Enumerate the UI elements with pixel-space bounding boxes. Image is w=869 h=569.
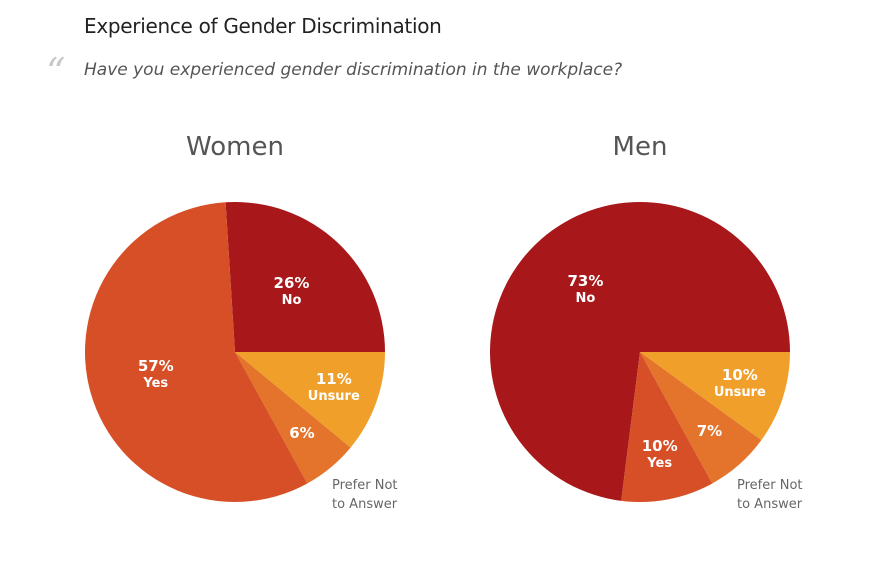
pie-title: Men <box>612 132 668 162</box>
pie-title: Women <box>186 132 284 162</box>
slice-label: 73% No <box>567 272 603 308</box>
category-label: Yes <box>143 376 169 392</box>
slice-label: 57% Yes <box>138 357 174 393</box>
quote-mark: “ <box>46 50 66 94</box>
category-label: No <box>575 291 596 307</box>
slice-label: 10% Unsure <box>714 366 766 402</box>
question: Have you experienced gender discriminati… <box>84 60 623 80</box>
value-label: 7% <box>696 421 723 440</box>
value-label: 11% <box>315 369 352 388</box>
page-title: Experience of Gender Discrimination <box>84 14 442 38</box>
value-label: 57% <box>137 357 174 376</box>
category-label: Prefer Not to Answer <box>737 478 803 512</box>
value-label: 73% <box>567 272 604 291</box>
category-label: Unsure <box>307 388 360 404</box>
pie-slice <box>235 352 385 448</box>
value-label: 10% <box>721 366 758 385</box>
pie-slice <box>235 352 351 484</box>
slice-label: 7% <box>697 422 722 440</box>
pie-slice <box>490 202 791 501</box>
pie-slice <box>640 352 762 484</box>
value-label: 6% <box>289 423 315 442</box>
pie-slice <box>85 202 308 502</box>
pie-slice <box>640 352 790 441</box>
slice-label: 11% Unsure <box>308 370 360 406</box>
category-label: Prefer Not to Answer <box>332 478 398 512</box>
pie-slice <box>225 202 385 352</box>
slice-label: 10% Yes <box>642 437 678 473</box>
pie-slice <box>621 352 713 502</box>
value-label: 10% <box>641 437 678 456</box>
slice-label: 6% <box>289 424 314 442</box>
category-label: No <box>281 292 302 308</box>
value-label: 26% <box>273 273 310 292</box>
category-label: Yes <box>647 456 673 472</box>
slice-label: 26% No <box>274 274 310 310</box>
category-label: Unsure <box>713 385 766 401</box>
